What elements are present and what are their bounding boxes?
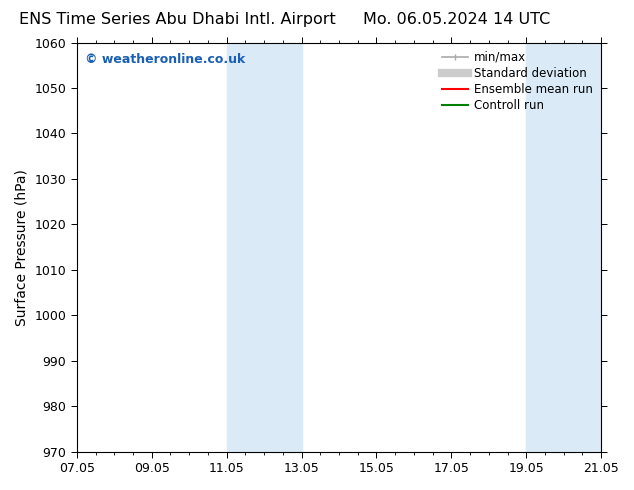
Y-axis label: Surface Pressure (hPa): Surface Pressure (hPa) bbox=[15, 169, 29, 325]
Text: ENS Time Series Abu Dhabi Intl. Airport: ENS Time Series Abu Dhabi Intl. Airport bbox=[19, 12, 336, 27]
Text: © weatheronline.co.uk: © weatheronline.co.uk bbox=[85, 53, 245, 66]
Text: Mo. 06.05.2024 14 UTC: Mo. 06.05.2024 14 UTC bbox=[363, 12, 550, 27]
Legend: min/max, Standard deviation, Ensemble mean run, Controll run: min/max, Standard deviation, Ensemble me… bbox=[437, 46, 598, 117]
Bar bbox=[226, 43, 302, 452]
Bar bbox=[526, 43, 601, 452]
